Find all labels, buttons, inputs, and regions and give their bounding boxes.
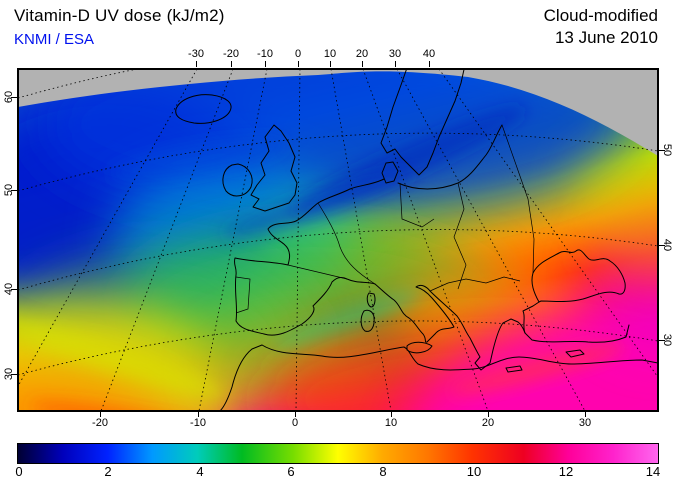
bottom-axis-tick-label: 30 <box>578 417 592 429</box>
top-axis-tick-label: -10 <box>257 48 273 60</box>
uv-field <box>18 69 658 411</box>
bottom-axis-tick-label: 0 <box>291 417 299 429</box>
map-canvas <box>18 69 658 411</box>
bottom-axis-tick-label: -20 <box>92 417 108 429</box>
top-axis-tick-label: -30 <box>188 48 204 60</box>
axis-tick <box>391 411 392 417</box>
colorbar-tick-label: 6 <box>287 464 295 479</box>
colorbar-tick-label: 12 <box>558 464 574 479</box>
map <box>17 68 659 412</box>
source-label: KNMI / ESA <box>14 31 95 48</box>
colorbar-tick-label: 10 <box>466 464 482 479</box>
axis-tick <box>585 411 586 417</box>
top-axis-tick-label: 30 <box>388 48 402 60</box>
axis-tick <box>11 190 17 191</box>
colorbar-tick-label: 0 <box>15 464 23 479</box>
country-borders <box>235 124 535 314</box>
no-data-region <box>18 69 658 156</box>
colorbar-tick-label: 14 <box>645 464 661 479</box>
colorbar-tick-label: 4 <box>196 464 204 479</box>
cloud-modified-label: Cloud-modified <box>543 6 658 25</box>
axis-tick <box>395 61 396 67</box>
bottom-axis-tick-label: 10 <box>384 417 398 429</box>
colorbar-tick-label: 2 <box>104 464 112 479</box>
bottom-axis-tick-label: 20 <box>481 417 495 429</box>
axis-tick <box>659 340 665 341</box>
axis-tick <box>488 411 489 417</box>
axis-tick <box>11 97 17 98</box>
axis-tick <box>196 61 197 67</box>
colorbar-tick-label: 8 <box>379 464 387 479</box>
axis-tick <box>11 289 17 290</box>
axis-tick <box>362 61 363 67</box>
date-label: 13 June 2010 <box>554 28 658 47</box>
axis-tick <box>231 61 232 67</box>
coastlines <box>175 69 658 411</box>
top-axis-tick-label: 20 <box>355 48 369 60</box>
axis-tick <box>100 411 101 417</box>
top-axis-tick-label: 40 <box>422 48 436 60</box>
map-frame-border <box>18 69 658 411</box>
axis-tick <box>198 411 199 417</box>
axis-tick <box>295 411 296 417</box>
top-axis-tick-label: 10 <box>323 48 337 60</box>
top-axis-tick-label: -20 <box>223 48 239 60</box>
axis-tick <box>429 61 430 67</box>
page-title: Vitamin-D UV dose (kJ/m2) <box>14 6 225 25</box>
axis-tick <box>11 374 17 375</box>
axis-tick <box>659 245 665 246</box>
axis-tick <box>659 150 665 151</box>
graticule <box>18 69 658 411</box>
axis-tick <box>265 61 266 67</box>
top-axis-tick-label: 0 <box>294 48 302 60</box>
colorbar-gradient <box>17 443 659 464</box>
bottom-axis-tick-label: -10 <box>190 417 206 429</box>
axis-tick <box>298 61 299 67</box>
axis-tick <box>330 61 331 67</box>
